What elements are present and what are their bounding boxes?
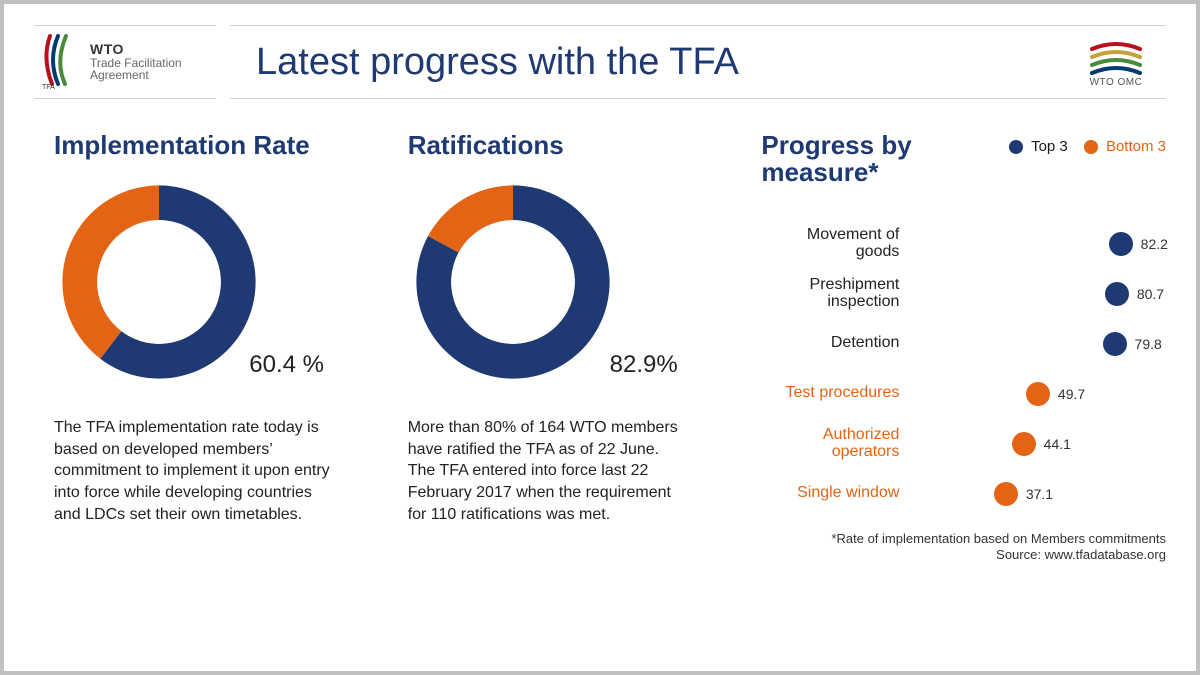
ratifications-value: 82.9%: [610, 351, 678, 379]
progress-row-track: 82.2: [911, 219, 1166, 269]
progress-column: Progress by measure* Top 3 Bottom 3 Move…: [761, 124, 1166, 651]
progress-row-track: 80.7: [911, 269, 1166, 319]
progress-legend: Top 3 Bottom 3: [1009, 138, 1166, 155]
progress-row: Single window 37.1: [761, 469, 1166, 519]
wto-logo-icon: [1086, 37, 1146, 75]
implementation-column: Implementation Rate 60.4 % The TFA imple…: [54, 124, 378, 651]
ratifications-title: Ratifications: [408, 132, 732, 159]
progress-title: Progress by measure*: [761, 132, 931, 187]
legend-bottom-label: Bottom 3: [1106, 138, 1166, 155]
progress-row-track: 79.8: [911, 319, 1166, 369]
progress-rows: Movement of goods 82.2 Preshipment inspect…: [761, 219, 1166, 519]
progress-row-label: Preshipment inspection: [761, 277, 911, 311]
progress-row: Movement of goods 82.2: [761, 219, 1166, 269]
progress-row-value: 49.7: [1058, 386, 1085, 402]
ratifications-column: Ratifications 82.9% More than 80% of 164…: [408, 124, 732, 651]
progress-row-track: 37.1: [911, 469, 1166, 519]
page-title: Latest progress with the TFA: [256, 41, 739, 84]
implementation-title: Implementation Rate: [54, 132, 378, 159]
ratifications-desc: More than 80% of 164 WTO members have ra…: [408, 417, 688, 525]
legend-bottom: Bottom 3: [1084, 138, 1166, 155]
progress-row-value: 82.2: [1141, 236, 1168, 252]
progress-dot-icon: [1105, 282, 1129, 306]
progress-row-label: Test procedures: [761, 385, 911, 402]
ratifications-donut: 82.9%: [408, 177, 668, 397]
footnote-line2: Source: www.tfadatabase.org: [761, 547, 1166, 564]
progress-row-label: Authorized operators: [761, 427, 911, 461]
wto-logo-caption: WTO OMC: [1086, 77, 1146, 88]
progress-dot-icon: [1012, 432, 1036, 456]
progress-row-track: 44.1: [911, 419, 1166, 469]
tfa-badge-text: TFA: [42, 84, 55, 90]
tfa-logo-line1: WTO: [90, 42, 182, 57]
progress-dot-icon: [1103, 332, 1127, 356]
tfa-swirl-icon: TFA: [40, 34, 84, 90]
progress-dot-icon: [1026, 382, 1050, 406]
header: TFA WTO Trade Facilitation Agreement Lat…: [34, 22, 1166, 102]
legend-bottom-dot-icon: [1084, 140, 1098, 154]
progress-row: Authorized operators 44.1: [761, 419, 1166, 469]
progress-row-value: 37.1: [1026, 486, 1053, 502]
implementation-donut: 60.4 %: [54, 177, 314, 397]
footnote-line1: *Rate of implementation based on Members…: [761, 531, 1166, 548]
progress-dot-icon: [1109, 232, 1133, 256]
legend-top-label: Top 3: [1031, 138, 1068, 155]
tfa-logo-text: WTO Trade Facilitation Agreement: [90, 42, 182, 82]
progress-row-label: Detention: [761, 335, 911, 352]
tfa-logo: TFA WTO Trade Facilitation Agreement: [34, 25, 216, 99]
legend-top: Top 3: [1009, 138, 1068, 155]
progress-row-track: 49.7: [911, 369, 1166, 419]
progress-row-label: Movement of goods: [761, 227, 911, 261]
implementation-value: 60.4 %: [249, 351, 324, 379]
content: Implementation Rate 60.4 % The TFA imple…: [54, 124, 1166, 651]
progress-row-value: 44.1: [1044, 436, 1071, 452]
implementation-desc: The TFA implementation rate today is bas…: [54, 417, 334, 525]
title-box: Latest progress with the TFA WTO OMC: [230, 25, 1166, 99]
tfa-logo-line3: Agreement: [90, 69, 182, 82]
progress-row-value: 79.8: [1135, 336, 1162, 352]
progress-dot-icon: [994, 482, 1018, 506]
progress-row: Detention 79.8: [761, 319, 1166, 369]
progress-row: Test procedures 49.7: [761, 369, 1166, 419]
progress-row-label: Single window: [761, 485, 911, 502]
progress-row-value: 80.7: [1137, 286, 1164, 302]
legend-top-dot-icon: [1009, 140, 1023, 154]
wto-logo: WTO OMC: [1086, 37, 1146, 88]
progress-row: Preshipment inspection 80.7: [761, 269, 1166, 319]
progress-footnote: *Rate of implementation based on Members…: [761, 531, 1166, 565]
